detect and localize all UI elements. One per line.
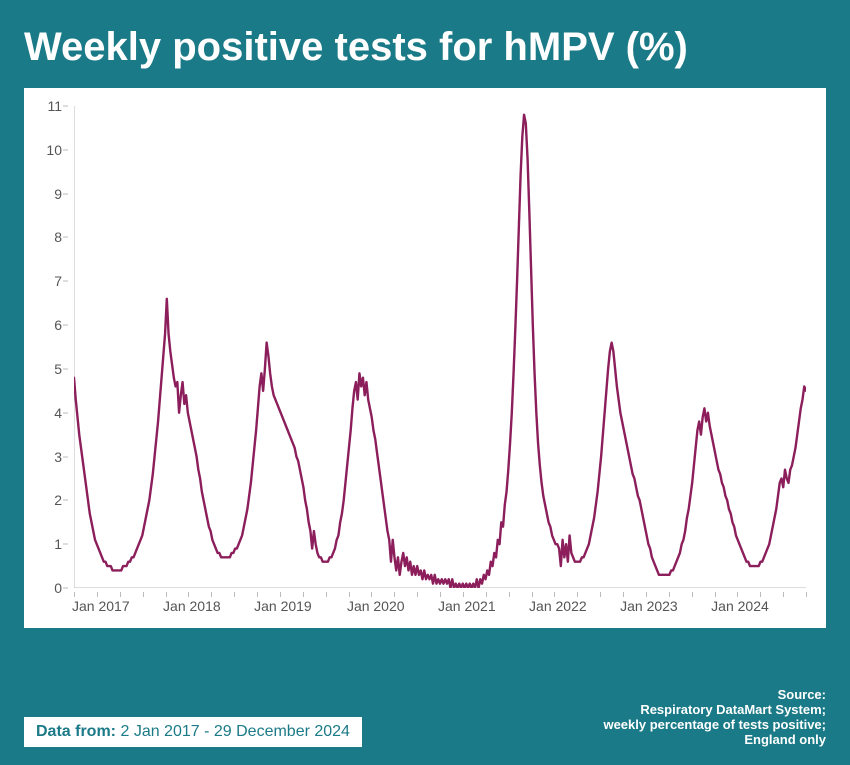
x-tick [532, 592, 533, 597]
x-tick [577, 592, 578, 597]
x-tick [257, 592, 258, 597]
y-tick-label: 7 [54, 273, 62, 289]
x-tick [623, 592, 624, 597]
y-tick-label: 11 [47, 98, 62, 114]
source-line: weekly percentage of tests positive; [603, 717, 826, 732]
x-tick-label: Jan 2022 [529, 598, 587, 614]
x-tick-label: Jan 2021 [438, 598, 496, 614]
source-line: England only [603, 732, 826, 747]
x-tick [280, 592, 281, 597]
x-tick-label: Jan 2023 [620, 598, 678, 614]
x-tick [737, 592, 738, 597]
data-from-range: 2 Jan 2017 - 29 December 2024 [120, 723, 349, 740]
y-tick [63, 193, 68, 194]
chart-svg [74, 106, 806, 588]
series-line [74, 115, 806, 588]
y-tick-label: 3 [54, 449, 62, 465]
y-tick [63, 588, 68, 589]
x-tick [463, 592, 464, 597]
source-line: Respiratory DataMart System; [603, 702, 826, 717]
x-tick [486, 592, 487, 597]
x-tick [143, 592, 144, 597]
y-tick [63, 544, 68, 545]
y-tick [63, 149, 68, 150]
y-tick-label: 0 [54, 580, 62, 596]
infographic-card: Weekly positive tests for hMPV (%) 0 1 2 3 4… [0, 0, 850, 765]
x-axis-labels: Jan 2017 Jan 2018 Jan 2019 Jan 2020 Jan 2021… [74, 592, 806, 628]
source-lines: Respiratory DataMart System;weekly perce… [603, 702, 826, 747]
x-tick [692, 592, 693, 597]
x-tick [440, 592, 441, 597]
x-tick [509, 592, 510, 597]
y-tick-label: 6 [54, 317, 62, 333]
x-tick [371, 592, 372, 597]
y-tick [63, 412, 68, 413]
y-tick [63, 456, 68, 457]
y-tick [63, 325, 68, 326]
x-tick-label: Jan 2019 [254, 598, 312, 614]
x-tick-label: Jan 2018 [163, 598, 221, 614]
x-tick-label: Jan 2020 [347, 598, 405, 614]
x-tick [166, 592, 167, 597]
y-tick-label: 2 [54, 492, 62, 508]
y-tick-label: 8 [54, 229, 62, 245]
y-tick-label: 10 [46, 142, 62, 158]
footer-row: Data from: 2 Jan 2017 - 29 December 2024… [24, 687, 826, 747]
y-axis-labels: 01234567891011 [24, 106, 68, 588]
x-tick [554, 592, 555, 597]
y-tick [63, 106, 68, 107]
x-tick [760, 592, 761, 597]
x-tick [303, 592, 304, 597]
y-tick [63, 237, 68, 238]
x-tick [120, 592, 121, 597]
x-tick [74, 592, 75, 597]
y-tick-label: 4 [54, 405, 62, 421]
source-heading: Source: [603, 687, 826, 702]
x-tick [349, 592, 350, 597]
x-tick [417, 592, 418, 597]
x-tick [669, 592, 670, 597]
x-tick [97, 592, 98, 597]
x-tick-label: Jan 2024 [711, 598, 769, 614]
chart-panel: 01234567891011 Jan 2017Jan 2018Jan 2019J… [24, 88, 826, 628]
data-from-pill: Data from: 2 Jan 2017 - 29 December 2024 [24, 717, 362, 747]
y-tick [63, 281, 68, 282]
y-tick [63, 368, 68, 369]
x-tick-label: Jan 2017 [72, 598, 130, 614]
data-from-label: Data from: [36, 723, 116, 740]
x-tick [234, 592, 235, 597]
x-tick [715, 592, 716, 597]
x-tick [600, 592, 601, 597]
source-block: Source: Respiratory DataMart System;week… [603, 687, 826, 747]
x-tick [394, 592, 395, 597]
chart-title: Weekly positive tests for hMPV (%) [24, 24, 826, 70]
y-tick-label: 9 [54, 186, 62, 202]
chart-plot-area [74, 106, 806, 588]
x-tick [326, 592, 327, 597]
x-tick [806, 592, 807, 597]
x-tick [188, 592, 189, 597]
y-tick-label: 5 [54, 361, 62, 377]
y-tick [63, 500, 68, 501]
x-tick [211, 592, 212, 597]
x-tick [646, 592, 647, 597]
x-tick [783, 592, 784, 597]
y-tick-label: 1 [54, 536, 62, 552]
